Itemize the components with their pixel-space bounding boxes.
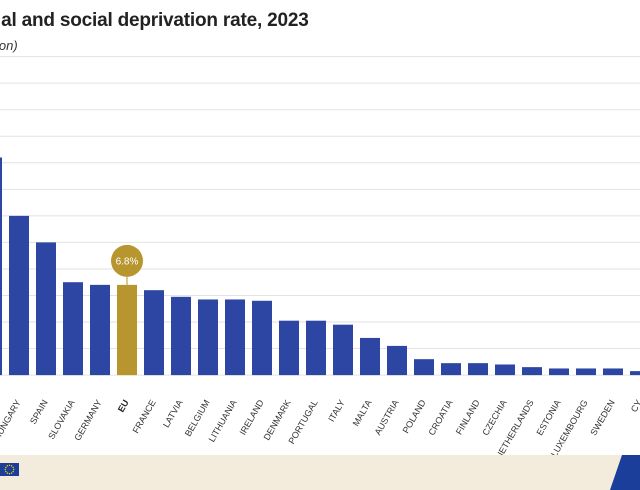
category-label: DENMARK [262,398,293,442]
flag-star [5,470,7,473]
bar [225,299,245,376]
bar [522,367,542,376]
bars [0,157,640,376]
category-label: AUSTRIA [373,398,401,437]
callout-bubble [111,244,143,277]
bar [306,320,326,376]
bar [171,296,191,376]
flag-star [6,472,9,474]
flag-star [13,468,15,471]
bar [576,368,596,376]
bar-eu [117,284,137,376]
bar [495,364,515,376]
category-label: EU [116,398,131,414]
category-label: LITHUANIA [207,398,239,444]
bar [468,363,488,376]
bar [198,299,218,376]
bar [630,371,640,376]
corner-accent-shape [610,455,640,490]
flag-star [12,470,14,473]
bar [144,290,164,376]
category-label: HUNGARY [0,398,23,442]
flag-star [10,465,13,467]
bar [387,345,407,376]
category-label: CZECHIA [480,398,508,437]
footer-bar [0,455,640,490]
bar [63,282,83,376]
flag-star [12,466,14,469]
bar [441,363,461,376]
flag-star [10,472,13,474]
bar [414,359,434,376]
category-label: BELGIUM [183,398,212,438]
bar [333,324,353,376]
bar [279,320,299,376]
category-label: FRANCE [131,398,158,435]
category-label: ESTONIA [534,398,562,437]
flag-star [8,464,11,466]
chart-subtitle: ion) [0,38,18,53]
category-label: CY [629,398,640,414]
category-label: SLOVAKIA [46,398,77,441]
eu-callout: 6.8% [111,244,143,285]
category-label: SPAIN [28,398,50,426]
category-label: FINLAND [454,398,482,437]
bar [9,215,29,376]
bar [603,368,623,376]
bar [360,337,380,376]
category-label: POLAND [401,398,428,435]
flag-star [5,466,7,469]
flag-star [8,473,11,475]
data-label-eu: 6.8% [116,256,139,267]
category-label: ITALY [326,398,347,424]
bar [0,157,2,376]
category-label: CROATIA [426,398,454,437]
chart-title: ial and social deprivation rate, 2023 [0,10,309,31]
bar [90,284,110,376]
category-label: IRELAND [238,398,266,437]
bar [36,242,56,376]
bar [252,300,272,376]
flag-star [6,465,9,467]
category-label: SWEDEN [588,398,616,437]
category-label: MALTA [351,398,374,428]
category-label: LATVIA [161,398,185,429]
eu-flag-icon [0,463,19,476]
category-label: GERMANY [72,398,103,442]
flag-star [4,468,7,471]
bar [549,368,569,376]
